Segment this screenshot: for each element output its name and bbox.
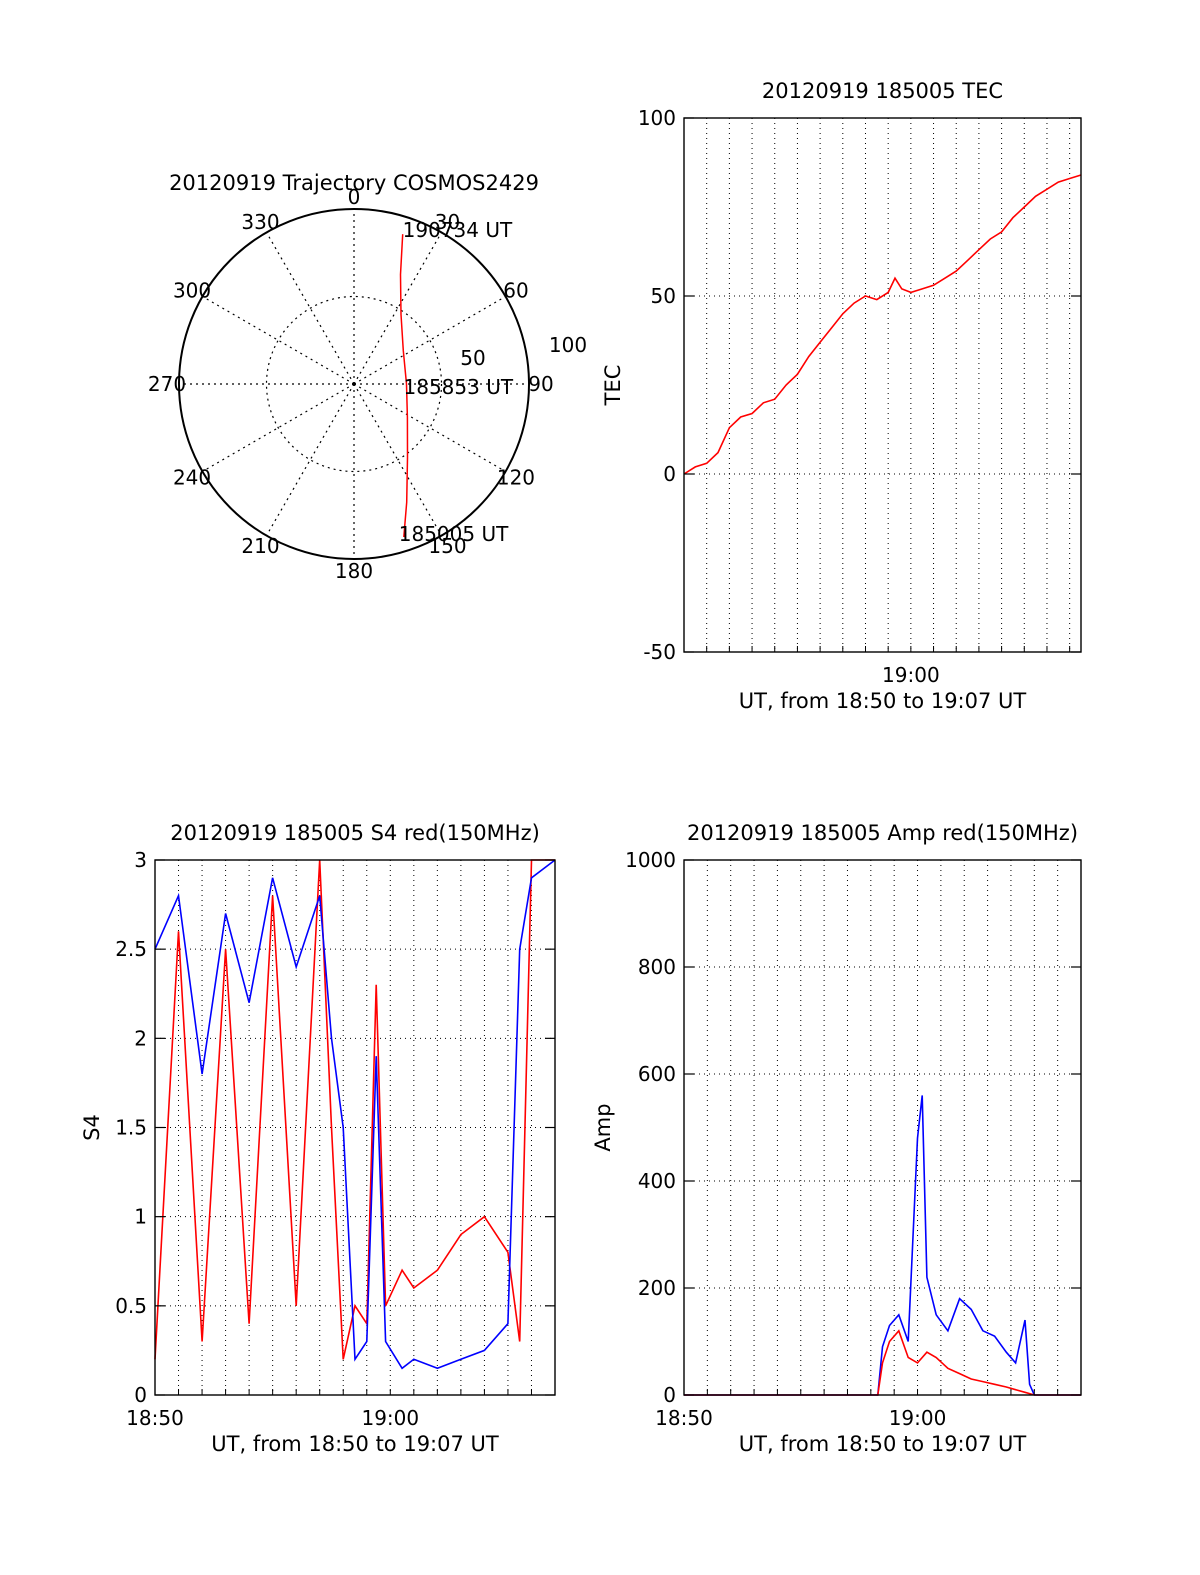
y-tick-label: 1.5 [115, 1116, 147, 1140]
amp-panel: 20120919 185005 Amp red(150MHz) 0 200 400 60… [591, 821, 1082, 1456]
y-tick-label: 200 [638, 1276, 676, 1300]
tec-plot-frame [683, 117, 1082, 653]
tec-y-axis-label: TEC [601, 365, 625, 407]
angle-tick-label: 90 [528, 372, 553, 396]
radial-tick-label: 50 [460, 346, 485, 370]
track-annotation: 185005 UT [399, 522, 509, 546]
tec-series-line [683, 174, 1082, 475]
y-tick-label: 400 [638, 1169, 676, 1193]
y-tick-label: 2.5 [115, 937, 147, 961]
track-annotation: 185853 UT [404, 375, 514, 399]
s4-series-line [154, 859, 555, 1360]
polar-spoke [353, 232, 443, 385]
y-tick-label: -50 [643, 640, 676, 664]
y-tick-label: 1 [134, 1205, 147, 1229]
s4-panel: 20120919 185005 S4 red(150MHz) 0 0.5 1 1.5 2 2… [80, 821, 556, 1456]
y-tick-label: 50 [651, 284, 676, 308]
angle-tick-label: 180 [335, 559, 373, 583]
angle-tick-label: 150 [428, 534, 466, 558]
radial-tick-label: 100 [549, 333, 587, 357]
angle-tick-label: 210 [241, 534, 279, 558]
y-tick-label: 800 [638, 955, 676, 979]
polar-spoke [353, 383, 506, 473]
x-tick-label: 19:00 [361, 1406, 419, 1430]
y-tick-label: 0 [663, 462, 676, 486]
angle-tick-label: 300 [173, 279, 211, 303]
amp-x-axis-label: UT, from 18:50 to 19:07 UT [739, 1432, 1027, 1456]
trajectory-track [399, 234, 409, 538]
polar-spoke [265, 383, 355, 536]
y-tick-label: 0.5 [115, 1294, 147, 1318]
polar-spoke [202, 383, 355, 473]
angle-tick-label: 60 [503, 279, 528, 303]
amp-title: 20120919 185005 Amp red(150MHz) [687, 821, 1078, 845]
polar-spoke [353, 383, 443, 536]
y-tick-label: 3 [134, 848, 147, 872]
amp-series-line [684, 1329, 1081, 1396]
polar-spoke [265, 232, 355, 385]
s4-title: 20120919 185005 S4 red(150MHz) [170, 821, 540, 845]
angle-tick-label: 30 [435, 210, 460, 234]
angle-tick-label: 0 [348, 185, 361, 209]
angle-tick-label: 270 [148, 372, 186, 396]
angle-tick-label: 330 [241, 210, 279, 234]
s4-y-axis-label: S4 [80, 1114, 104, 1141]
y-tick-label: 0 [663, 1383, 676, 1407]
s4-x-axis-label: UT, from 18:50 to 19:07 UT [211, 1432, 499, 1456]
angle-tick-label: 240 [173, 466, 211, 490]
y-tick-label: 100 [638, 106, 676, 130]
y-tick-label: 600 [638, 1062, 676, 1086]
x-tick-label: 19:00 [882, 663, 940, 687]
tec-x-axis-label: UT, from 18:50 to 19:07 UT [739, 689, 1027, 713]
amp-y-axis-label: Amp [591, 1103, 615, 1151]
trajectory-title: 20120919 Trajectory COSMOS2429 [169, 171, 539, 195]
polar-spoke [353, 295, 506, 385]
amp-plot-frame [683, 859, 1082, 1396]
tec-title: 20120919 185005 TEC [762, 79, 1003, 103]
angle-tick-label: 120 [497, 466, 535, 490]
amp-series-line [684, 1095, 1081, 1396]
s4-series-line [154, 859, 556, 1370]
x-tick-label: 18:50 [655, 1406, 713, 1430]
x-tick-label: 19:00 [889, 1406, 947, 1430]
track-annotation: 190734 UT [403, 218, 513, 242]
polar-ring [265, 295, 443, 473]
y-tick-label: 2 [134, 1026, 147, 1050]
y-tick-label: 0 [134, 1383, 147, 1407]
y-tick-label: 1000 [625, 848, 676, 872]
polar-spoke [202, 295, 355, 385]
x-tick-label: 18:50 [126, 1406, 184, 1430]
